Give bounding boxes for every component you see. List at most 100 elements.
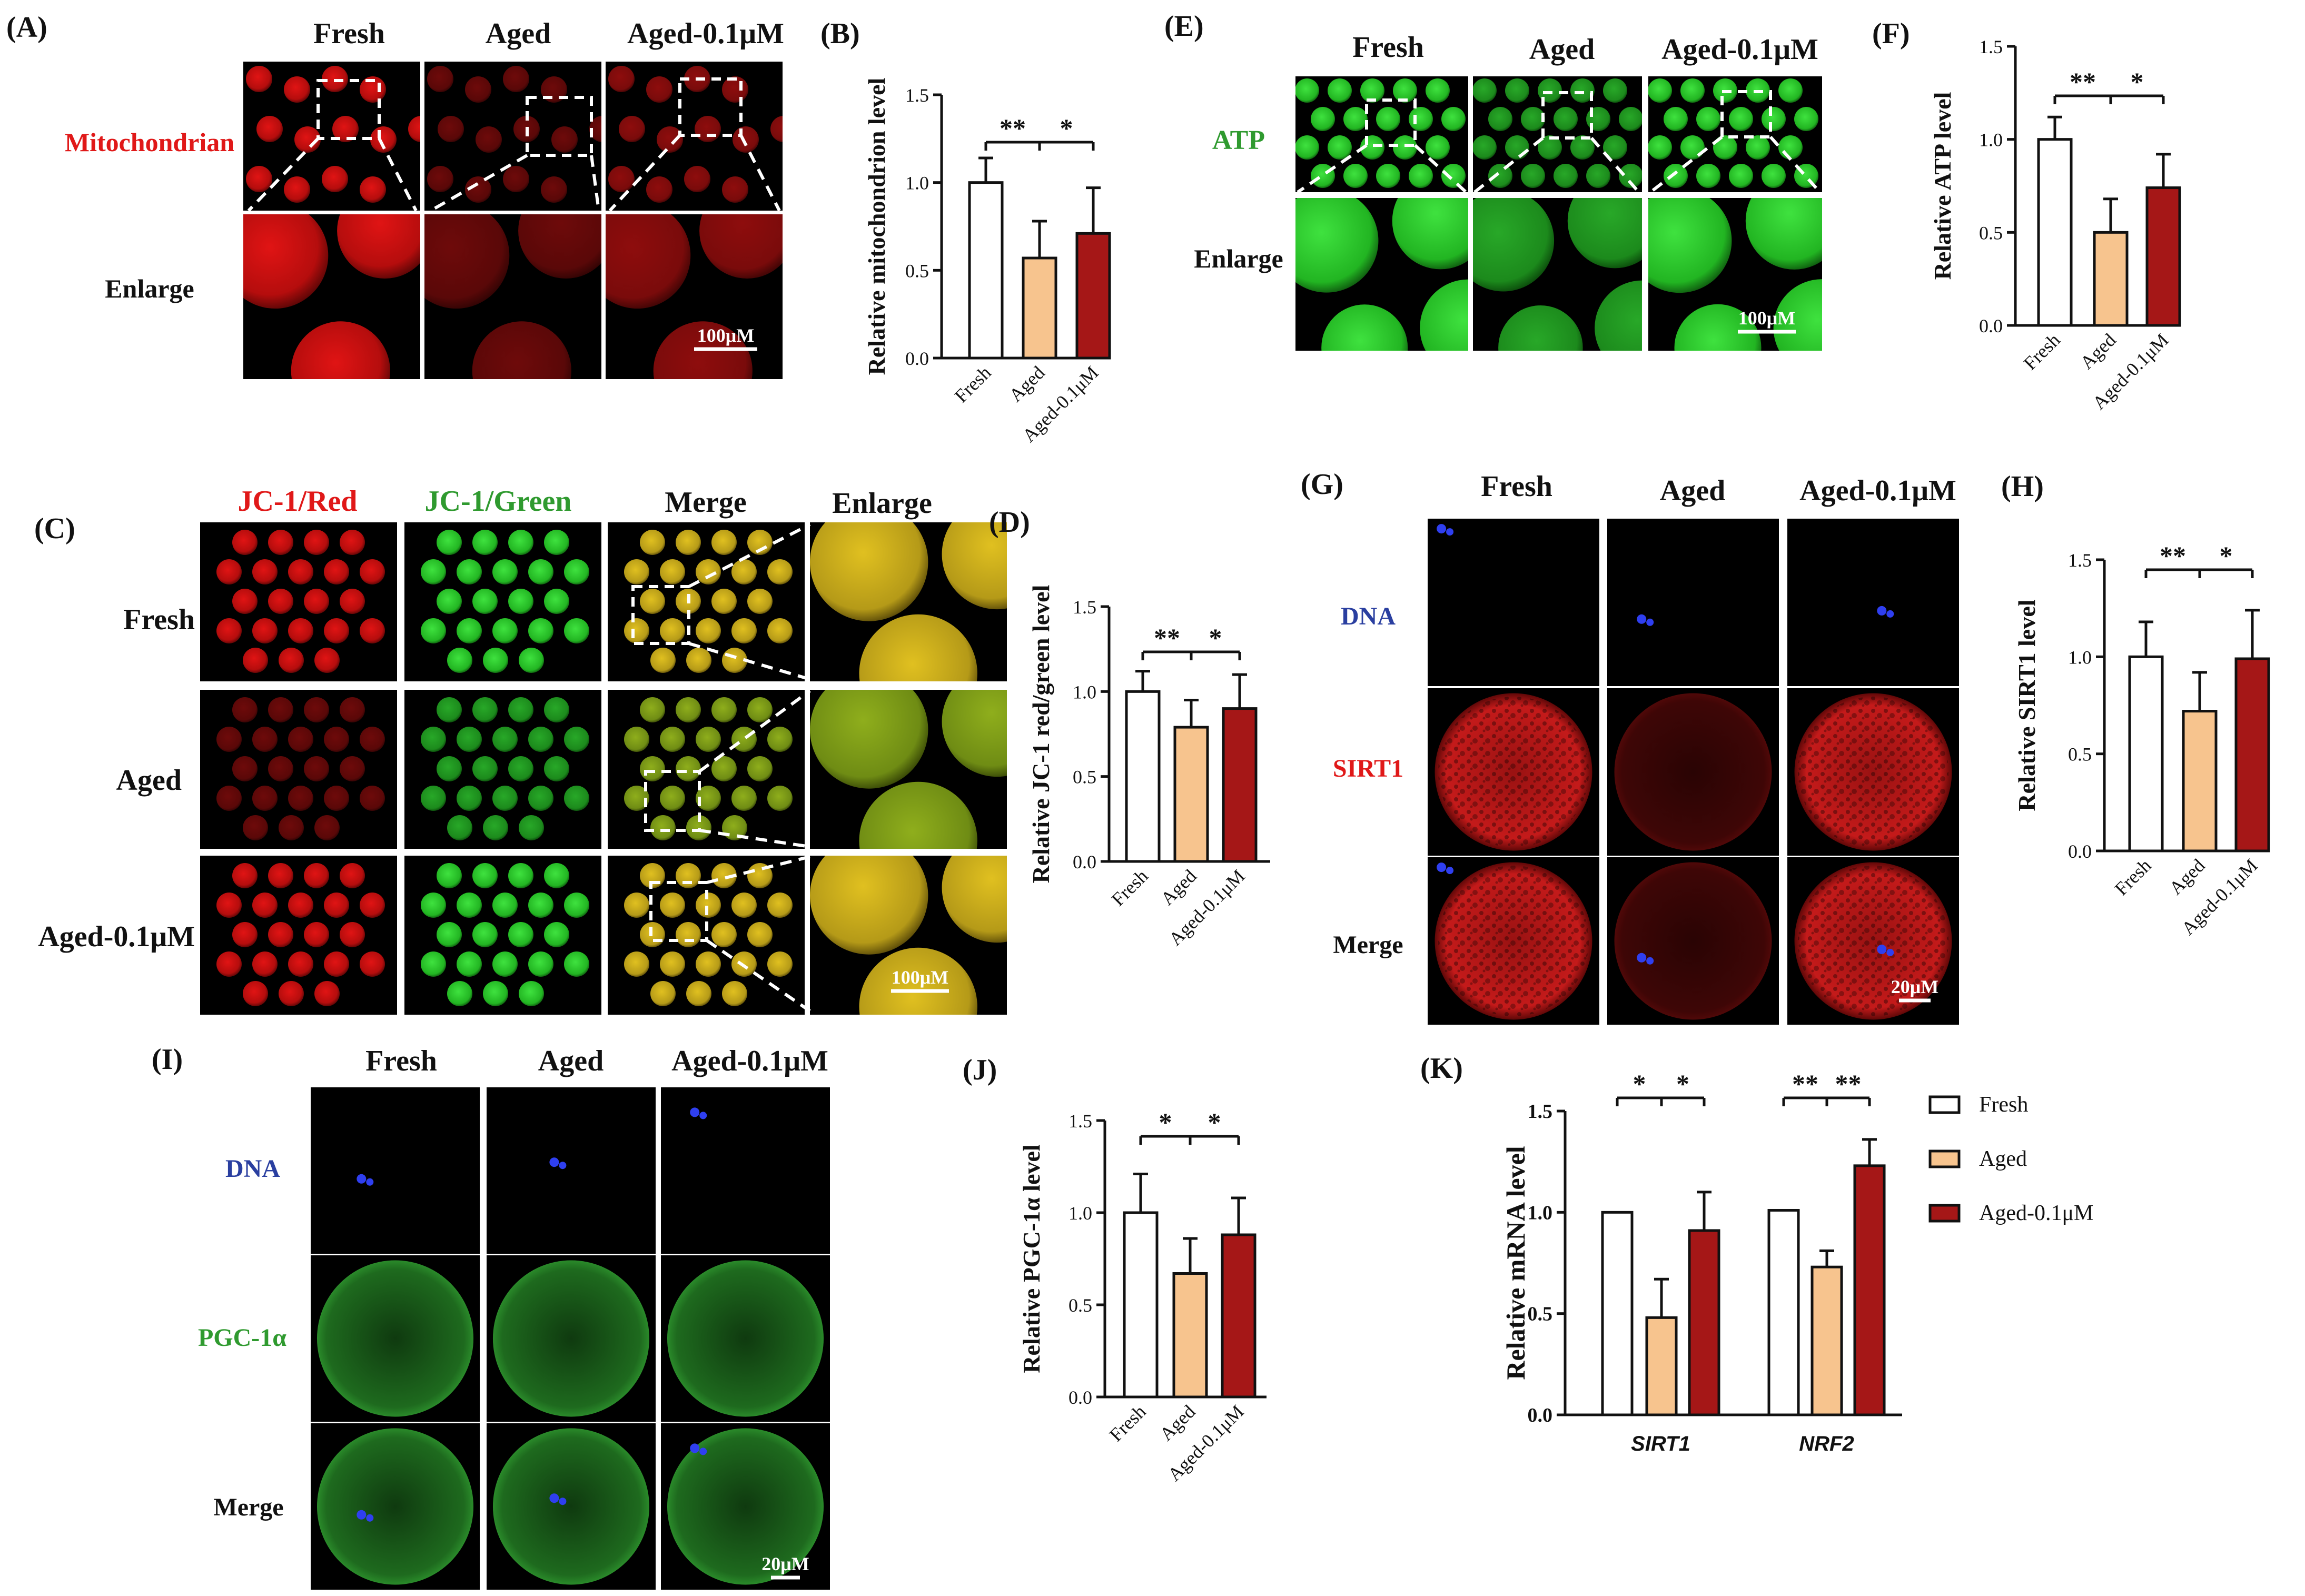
col-header-aged: Aged: [486, 17, 551, 50]
oocyte: [503, 166, 529, 192]
oocyte: [483, 815, 508, 840]
oocyte: [696, 727, 721, 752]
oocyte: [564, 951, 589, 977]
dna-spot: [1446, 528, 1454, 536]
bar: [1853, 1164, 1886, 1416]
micrograph-group: [1473, 78, 1642, 188]
zoom-line: [698, 689, 811, 773]
oocyte: [508, 756, 533, 781]
zoom-line: [739, 134, 781, 212]
oocyte: [1295, 135, 1319, 160]
oocyte: [1570, 135, 1595, 160]
bar: [1645, 1316, 1678, 1416]
oocyte: [447, 648, 472, 673]
oocyte: [650, 648, 676, 673]
oocyte: [472, 697, 498, 722]
micrograph-group: [1614, 862, 1772, 1020]
x-tick-label: Aged: [1156, 865, 1200, 909]
zoom-line: [590, 155, 600, 211]
oocyte: [1409, 164, 1433, 188]
oocyte: [324, 618, 349, 643]
oocyte: [360, 893, 385, 918]
bar: [1125, 690, 1161, 863]
y-tick-label: 1.5: [1528, 1101, 1553, 1123]
oocyte: [314, 981, 340, 1006]
oocyte: [544, 756, 569, 781]
x-tick-label: Aged: [2165, 855, 2209, 898]
oocyte: [528, 951, 553, 977]
oocyte: [1619, 164, 1642, 188]
x-tick-label: Fresh: [951, 362, 995, 407]
dna-spot: [1886, 948, 1894, 956]
oocyte: [1570, 78, 1595, 103]
zoom-line: [1413, 144, 1468, 194]
row-label-treated: Aged-0.1μM: [38, 920, 195, 953]
oocyte: [711, 863, 737, 888]
oocyte: [731, 559, 757, 584]
oocyte: [288, 786, 313, 811]
bar: [2145, 186, 2181, 327]
dna-spot: [559, 1162, 567, 1169]
col-header-treated: Aged-0.1μM: [1799, 474, 1956, 507]
oocyte: [1376, 164, 1400, 188]
oocyte: [252, 727, 278, 752]
oocyte: [1488, 164, 1512, 188]
oocyte: [232, 697, 258, 722]
oocyte: [722, 981, 747, 1006]
oocyte: [1794, 107, 1818, 131]
bar: [968, 181, 1004, 360]
oocyte: [564, 559, 589, 584]
oocyte: [304, 589, 329, 614]
col-header-enlarge: Enlarge: [832, 487, 932, 520]
micrograph-group: [316, 1260, 474, 1417]
col-header-treated: Aged-0.1μM: [671, 1045, 828, 1077]
x-tick-label: Aged: [1005, 362, 1048, 405]
bar: [1767, 1208, 1800, 1416]
oocyte: [472, 530, 498, 555]
oocyte: [437, 589, 462, 614]
oocyte: [1473, 135, 1497, 160]
row-label-pgc1a: PGC-1α: [198, 1324, 286, 1352]
oocyte: [1328, 135, 1352, 160]
oocyte: [437, 863, 462, 888]
oocyte: [660, 951, 685, 977]
dna-spot: [1637, 953, 1647, 963]
micrograph-group: [1614, 693, 1772, 851]
micrograph-group: [216, 863, 385, 1006]
oocyte-texture: [1797, 865, 1949, 1017]
oocyte: [1680, 135, 1705, 160]
micrograph-group: [216, 697, 385, 840]
oocyte: [216, 786, 242, 811]
y-axis-label: Relative mitochondrion level: [863, 78, 890, 375]
oocyte-enlarged: [1473, 198, 1555, 292]
oocyte-stained: [1614, 862, 1772, 1020]
oocyte: [711, 530, 737, 555]
oocyte: [216, 727, 242, 752]
legend-label: Aged: [1979, 1147, 2027, 1171]
oocyte: [457, 951, 482, 977]
oocyte: [503, 66, 529, 92]
y-axis-label: Relative PGC-1α level: [1018, 1144, 1045, 1373]
micrograph-group: [667, 1260, 824, 1417]
col-header-fresh: Fresh: [1481, 470, 1552, 503]
sig-mark: *: [1208, 1107, 1221, 1137]
if-tile: [1607, 519, 1779, 686]
oocyte: [1586, 107, 1610, 131]
oocyte: [1746, 135, 1770, 160]
micrograph-group: [421, 530, 589, 673]
oocyte-stained: [667, 1428, 824, 1585]
y-tick-label: 1.5: [1979, 36, 2003, 57]
oocyte-enlarged: [1648, 198, 1732, 293]
oocyte: [676, 756, 701, 781]
oocyte: [360, 559, 385, 584]
row-label-atp: ATP: [1212, 125, 1265, 155]
oocyte: [304, 756, 329, 781]
oocyte: [619, 116, 645, 142]
zoom-box: [649, 881, 708, 942]
oocyte: [696, 618, 721, 643]
legend-label: Fresh: [1979, 1093, 2028, 1117]
panel-letter-D: (D): [989, 506, 1030, 539]
oocyte: [1441, 164, 1466, 188]
